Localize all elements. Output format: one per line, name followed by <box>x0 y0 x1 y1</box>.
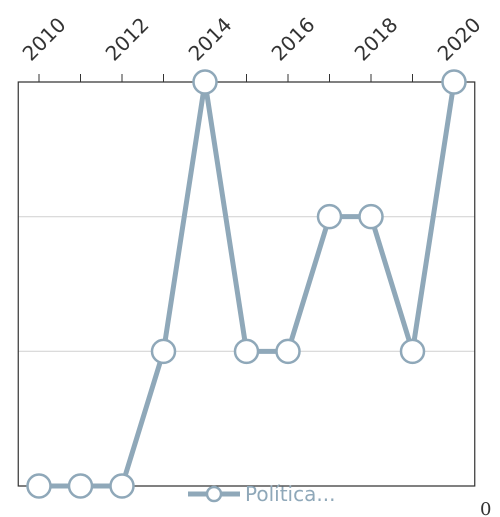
data-point <box>275 338 301 365</box>
data-point <box>192 69 218 95</box>
data-point <box>316 203 343 230</box>
data-point <box>26 473 52 499</box>
data-point <box>150 338 177 365</box>
data-point <box>109 473 135 499</box>
legend-label: Política... <box>245 482 335 506</box>
data-point <box>441 69 467 95</box>
x-tick-label: 2016 <box>267 13 320 66</box>
annotation: 0 <box>480 499 491 517</box>
data-point <box>399 338 426 365</box>
x-tick-label: 2010 <box>18 13 71 66</box>
data-line <box>39 81 457 489</box>
legend-marker <box>205 485 223 503</box>
x-tick-label: 2020 <box>433 13 486 66</box>
data-point <box>233 338 260 365</box>
x-tick-label: 2014 <box>184 13 237 66</box>
x-tick-label: 2018 <box>350 13 403 66</box>
x-tick-label: 2012 <box>101 13 154 66</box>
data-point <box>358 203 384 230</box>
plot-frame <box>17 81 476 487</box>
data-point <box>67 473 94 499</box>
